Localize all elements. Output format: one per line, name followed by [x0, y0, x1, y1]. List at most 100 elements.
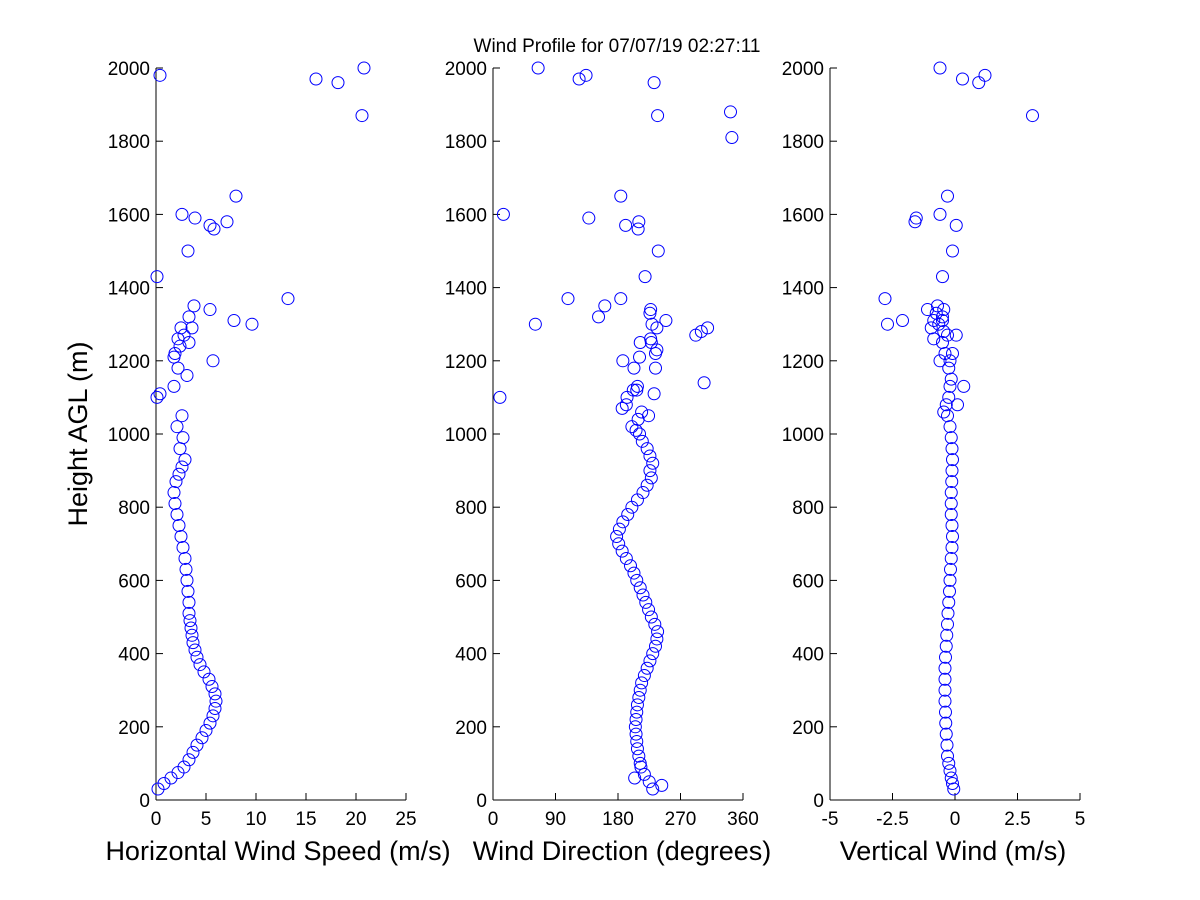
data-point	[946, 453, 959, 467]
data-point	[629, 423, 643, 437]
x-axis-label: Horizontal Wind Speed (m/s)	[105, 836, 450, 866]
data-point	[642, 603, 656, 617]
x-tick-label: 5	[201, 809, 212, 830]
data-point	[944, 771, 958, 785]
data-point	[493, 390, 507, 404]
data-point	[561, 292, 575, 306]
y-tick-label: 1000	[108, 425, 150, 446]
data-point	[598, 299, 612, 313]
data-point	[175, 409, 189, 423]
data-point	[943, 573, 957, 587]
y-tick-label: 800	[455, 498, 487, 519]
data-point	[180, 368, 194, 382]
data-point	[172, 467, 186, 481]
data-point	[170, 420, 184, 434]
data-point	[942, 756, 956, 770]
data-point	[943, 764, 957, 778]
data-point	[636, 486, 650, 500]
y-tick-label: 1600	[108, 205, 150, 226]
horizontal-wind-speed-panel: 0 200 400 600 800 1000 1200 1400 1600 1800 2000 0 5 1…	[63, 59, 451, 866]
data-point	[659, 314, 673, 328]
y-tick-label: 1200	[108, 352, 150, 373]
data-point	[175, 207, 189, 221]
data-point	[174, 529, 188, 543]
data-point	[650, 321, 664, 335]
data-point	[150, 270, 164, 284]
data-point	[939, 650, 952, 664]
x-tick-label: 90	[545, 809, 566, 830]
data-point	[1026, 109, 1039, 123]
data-point	[694, 325, 708, 339]
data-point	[229, 189, 243, 203]
data-point	[929, 306, 943, 320]
data-point	[939, 398, 953, 412]
data-point	[943, 354, 957, 368]
data-point	[203, 716, 217, 730]
data-point	[633, 756, 647, 770]
data-point	[942, 595, 956, 609]
data-point	[642, 775, 656, 789]
data-point	[582, 211, 596, 225]
y-tick-label: 2000	[782, 59, 824, 80]
data-point	[628, 720, 642, 734]
wind-direction-panel: 0 200 400 600 800 1000 1200 1400 1600 1800 2000 0 90…	[445, 59, 772, 866]
wind-direction-points	[493, 61, 739, 796]
data-point	[331, 76, 345, 90]
data-point	[630, 705, 644, 719]
data-point	[939, 705, 952, 719]
data-point	[649, 639, 662, 653]
data-point	[945, 540, 959, 554]
data-point	[949, 328, 963, 342]
data-point	[938, 683, 952, 697]
data-point	[206, 709, 220, 723]
data-point	[579, 68, 593, 82]
y-tick-label: 1000	[445, 425, 487, 446]
data-point	[245, 317, 259, 331]
data-point	[629, 727, 643, 741]
data-point	[176, 431, 190, 445]
data-point	[167, 350, 181, 364]
data-point	[643, 449, 657, 463]
data-point	[908, 215, 922, 229]
data-point	[640, 478, 654, 492]
data-point	[642, 409, 656, 423]
data-point	[168, 497, 182, 511]
data-point	[616, 354, 630, 368]
y-tick-label: 400	[455, 645, 487, 666]
y-tick-label: 1400	[108, 279, 150, 300]
data-point	[946, 346, 959, 360]
x-tick-label: 0	[488, 809, 499, 830]
data-point	[496, 207, 510, 221]
data-point	[939, 727, 953, 741]
data-point	[701, 321, 715, 335]
x-tick-label: -5	[822, 809, 839, 830]
horizontal-wind-speed-points	[150, 61, 371, 796]
data-point	[180, 573, 194, 587]
y-tick-label: 1600	[782, 205, 824, 226]
y-tick-label: 600	[792, 571, 824, 592]
data-point	[938, 694, 952, 708]
data-point	[978, 68, 992, 82]
data-point	[940, 738, 954, 752]
data-point	[195, 731, 209, 745]
y-tick-label: 0	[813, 791, 824, 812]
x-tick-label: 2.5	[1004, 809, 1030, 830]
x-tick-label: 15	[295, 809, 316, 830]
x-tick-label: 5	[1075, 809, 1086, 830]
data-point	[943, 584, 956, 598]
data-point	[624, 559, 637, 573]
data-point	[635, 434, 649, 448]
data-point	[647, 387, 661, 401]
data-point	[937, 405, 951, 419]
data-point	[946, 529, 959, 543]
data-point	[621, 508, 635, 522]
data-point	[946, 777, 959, 791]
data-point	[643, 654, 657, 668]
data-point	[619, 218, 633, 232]
data-point	[650, 632, 664, 646]
data-point	[933, 354, 947, 368]
data-point	[627, 361, 641, 375]
data-point	[181, 584, 195, 598]
x-tick-label: 360	[727, 809, 759, 830]
